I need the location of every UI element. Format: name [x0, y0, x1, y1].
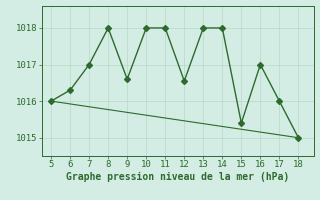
X-axis label: Graphe pression niveau de la mer (hPa): Graphe pression niveau de la mer (hPa) — [66, 172, 289, 182]
